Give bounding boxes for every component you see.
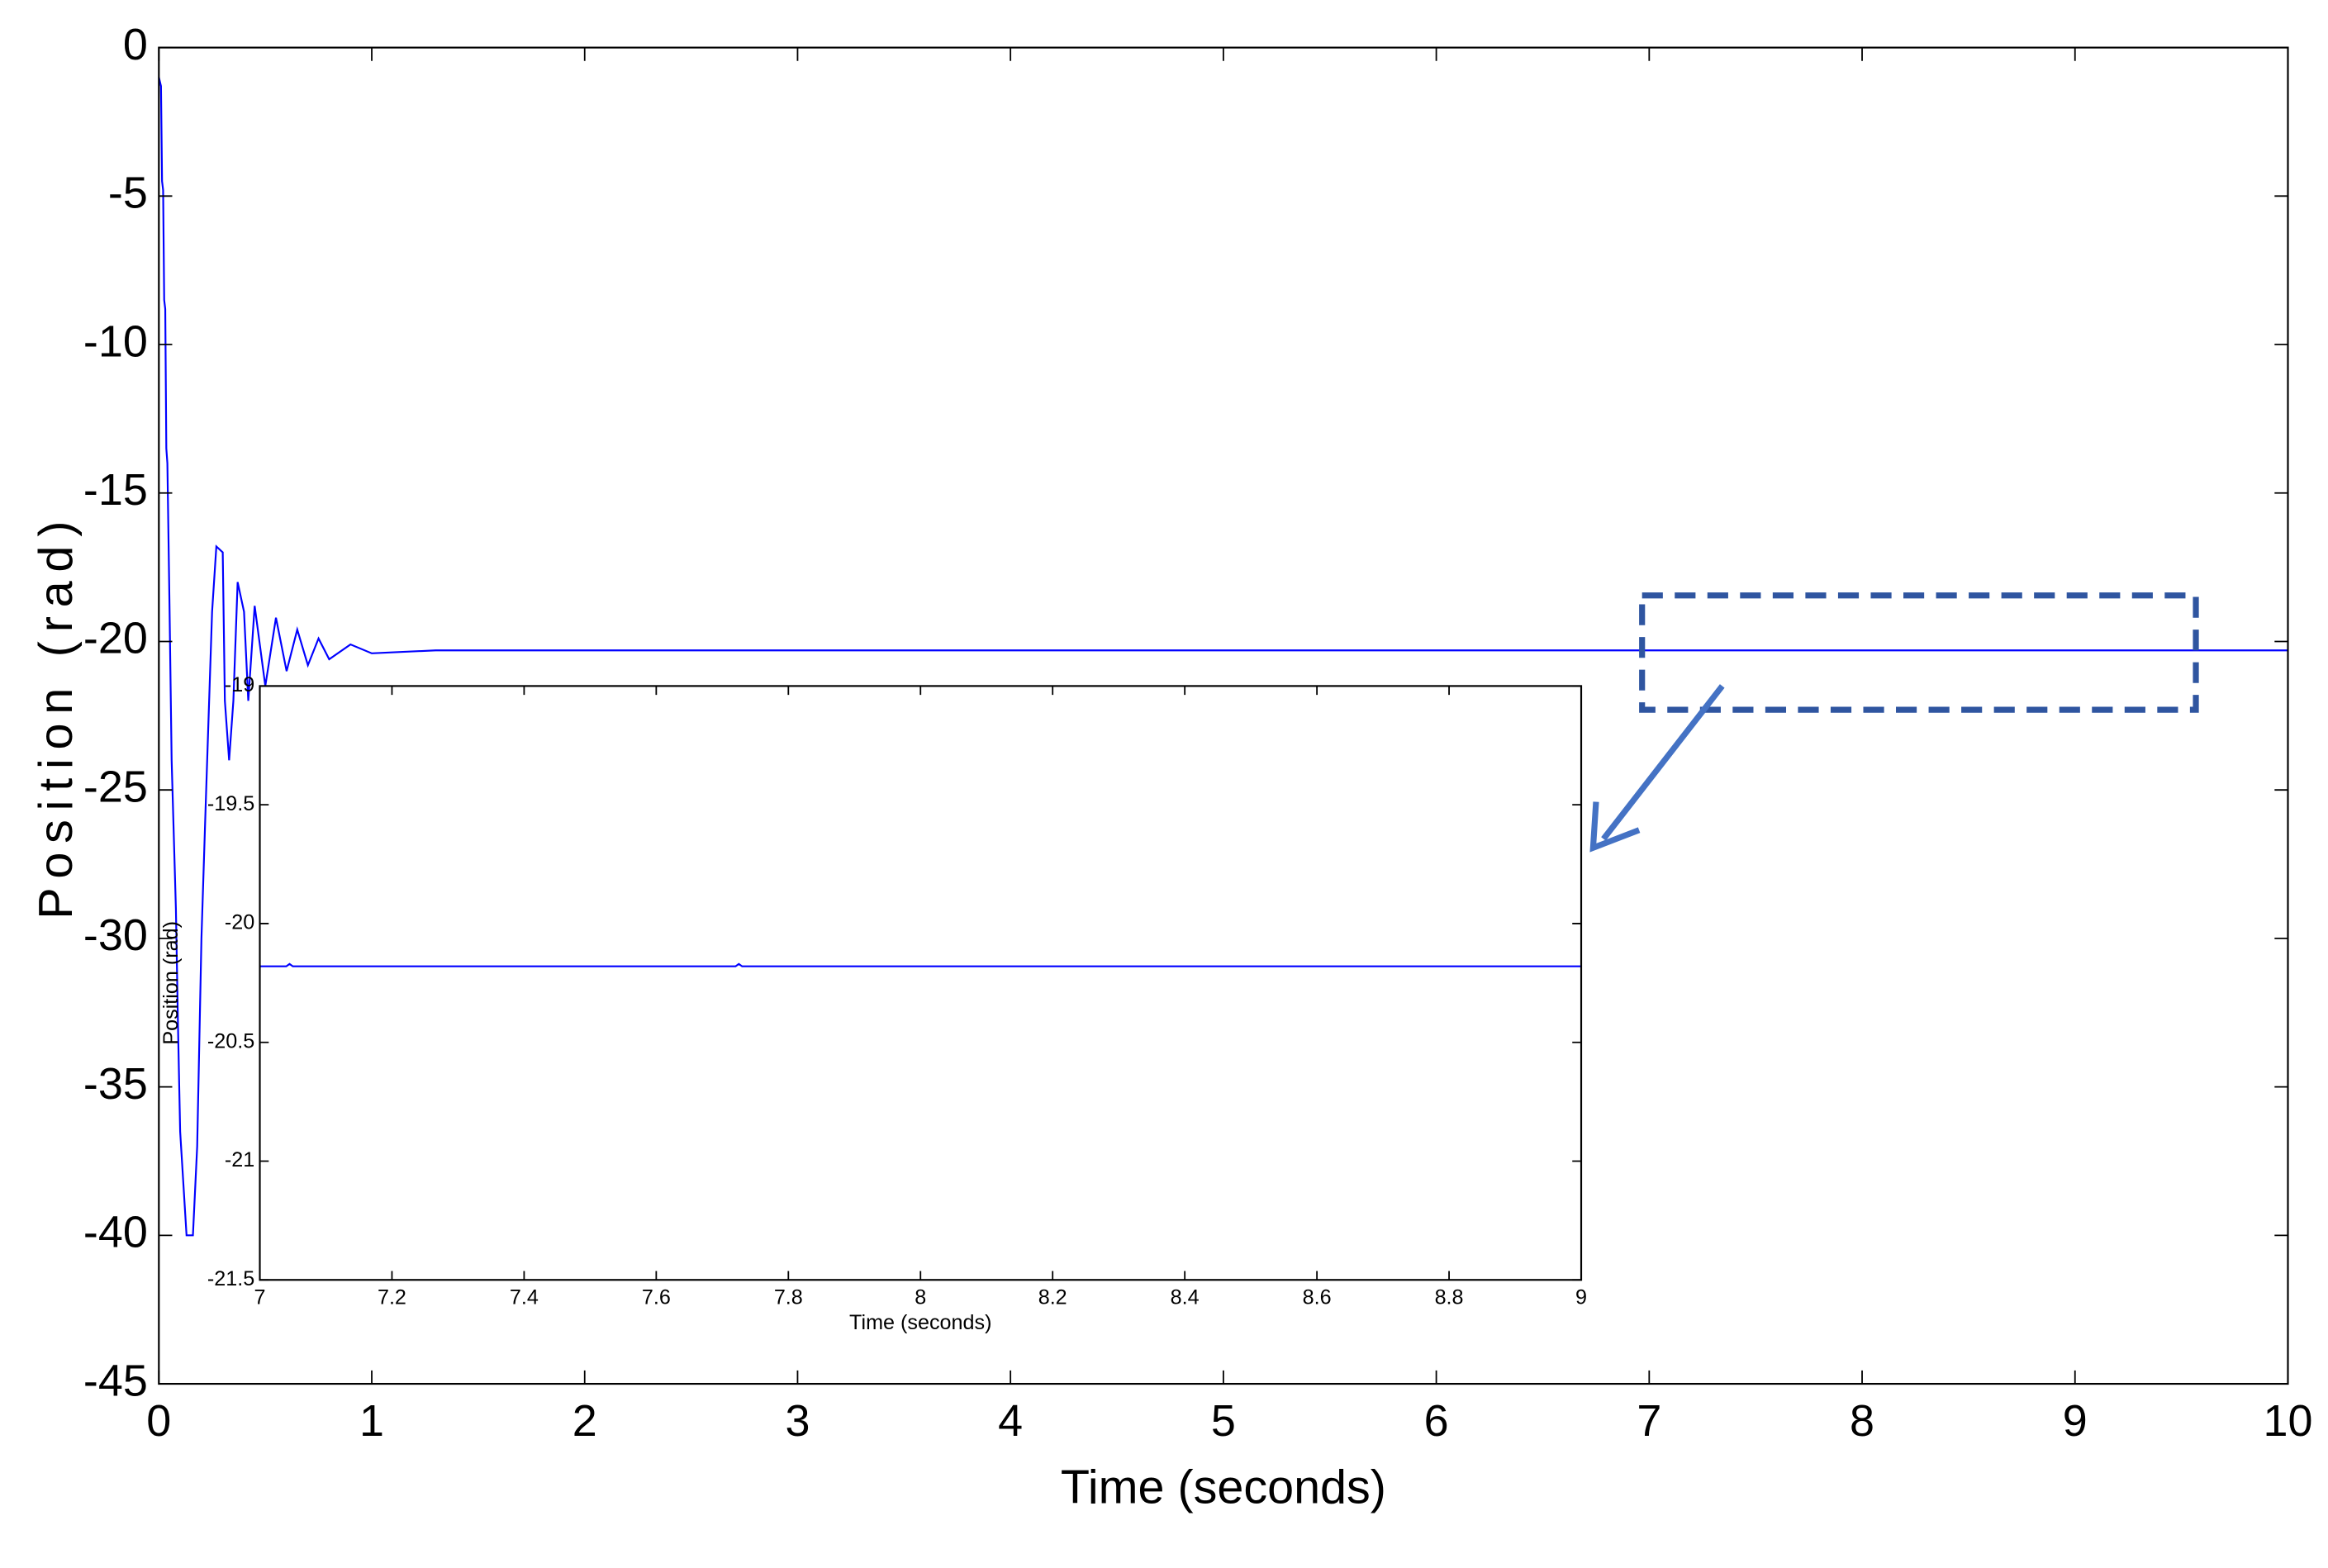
y-axis-label: Position (rad) xyxy=(159,921,183,1045)
y-tick-label: -21.5 xyxy=(207,1267,254,1290)
x-tick-label: 6 xyxy=(1424,1396,1449,1446)
y-tick-label: -30 xyxy=(83,910,148,960)
x-tick-label: 7 xyxy=(1637,1396,1661,1446)
x-tick-label: 1 xyxy=(359,1396,384,1446)
x-tick-label: 10 xyxy=(2263,1396,2312,1446)
inset-chart: 7 7.2 7.4 7.6 7.8 8 8.2 8.4 8.6 8.8 9 -19 -19.5 -20 -2… xyxy=(159,673,1587,1334)
x-tick-label: 7.6 xyxy=(642,1286,671,1309)
x-tick-label: 8 xyxy=(1850,1396,1874,1446)
zoom-region xyxy=(1639,592,2199,713)
y-tick-label: -19 xyxy=(225,673,254,696)
x-tick-label: 8.4 xyxy=(1171,1286,1200,1309)
x-tick-label: 9 xyxy=(1575,1286,1587,1309)
y-tick-label: -45 xyxy=(83,1356,148,1405)
y-tick-label: -15 xyxy=(83,465,148,515)
y-tick-label: -35 xyxy=(83,1059,148,1109)
y-tick-label: -25 xyxy=(83,762,148,811)
y-tick-label: -5 xyxy=(108,169,148,218)
x-tick-label: 2 xyxy=(572,1396,597,1446)
x-tick-label: 7.8 xyxy=(774,1286,803,1309)
zoom-arrow xyxy=(1601,684,1725,841)
y-tick-label: 0 xyxy=(123,20,148,69)
y-tick-label: -21 xyxy=(225,1148,254,1171)
y-tick-label: -19.5 xyxy=(207,792,254,815)
y-tick-label: -10 xyxy=(83,316,148,366)
x-tick-label: 3 xyxy=(785,1396,810,1446)
x-axis-label: Time (seconds) xyxy=(1061,1461,1386,1514)
x-tick-label: 8.6 xyxy=(1303,1286,1332,1309)
y-tick-label: -20.5 xyxy=(207,1029,254,1052)
data-line xyxy=(158,77,2288,1237)
x-tick-label: 8.2 xyxy=(1038,1286,1067,1309)
y-tick-label: -20 xyxy=(83,614,148,663)
x-tick-label: 4 xyxy=(998,1396,1023,1446)
data-line xyxy=(259,962,1582,967)
x-tick-label: 5 xyxy=(1211,1396,1236,1446)
x-tick-label: 8.8 xyxy=(1435,1286,1464,1309)
x-tick-label: 7.4 xyxy=(510,1286,539,1309)
x-tick-label: 0 xyxy=(146,1396,171,1446)
x-tick-label: 7.2 xyxy=(378,1286,406,1309)
zoom-arrow-head xyxy=(1589,801,1641,853)
x-tick-label: 7 xyxy=(254,1286,266,1309)
x-tick-label: 8 xyxy=(915,1286,926,1309)
x-axis-label: Time (seconds) xyxy=(849,1311,991,1334)
y-axis-label: Position (rad) xyxy=(30,512,83,919)
main-chart: 0 1 2 3 4 5 6 7 8 9 10 0 -5 -10 -15 -20 -25 -30 -35 -40 -45 T… xyxy=(30,20,2312,1514)
y-tick-label: -20 xyxy=(225,911,254,934)
inset-background xyxy=(259,686,1582,1281)
y-tick-label: -40 xyxy=(83,1208,148,1257)
x-tick-label: 9 xyxy=(2063,1396,2088,1446)
